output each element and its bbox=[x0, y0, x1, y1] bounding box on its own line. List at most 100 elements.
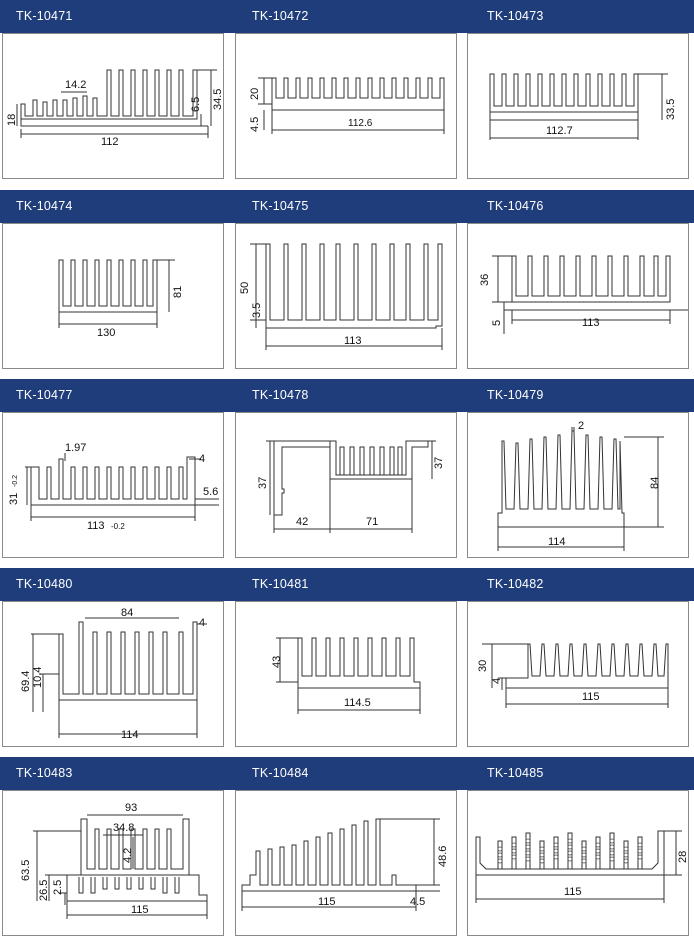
dimension-label: 115 bbox=[318, 896, 336, 908]
profile-card-10478: 37 37 42 71 bbox=[235, 412, 457, 558]
dimension-label: 34.8 bbox=[113, 822, 134, 834]
dimension-label: 113 bbox=[344, 335, 362, 347]
profile-card-10485: 28 115 bbox=[467, 790, 689, 936]
dimension-label: 18 bbox=[6, 114, 18, 126]
heatsink-profile-drawing: 2 84 114 bbox=[497, 420, 664, 551]
heatsink-profile-drawing: 43 114.5 bbox=[271, 637, 421, 714]
heatsink-profile-drawing: 28 115 bbox=[475, 830, 689, 903]
heatsink-profile-drawing: 93 34.8 4.2 63.5 26.5 2.5 115 bbox=[20, 802, 208, 919]
dimension-label: 37 bbox=[257, 477, 269, 489]
header-band-row-2: TK-10474 TK-10475 TK-10476 bbox=[0, 190, 694, 223]
header-band-row-5: TK-10483 TK-10484 TK-10485 bbox=[0, 757, 694, 790]
dimension-label: 112.7 bbox=[546, 125, 573, 137]
dimension-label: 113 bbox=[87, 520, 105, 532]
profile-card-10480: 84 4 69.4 10.4 114 bbox=[2, 601, 224, 747]
heatsink-profile-drawing: 50 3.5 113 bbox=[239, 243, 443, 350]
product-code: TK-10482 bbox=[487, 577, 544, 591]
profile-card-10472: 20 4.5 112.6 bbox=[235, 33, 457, 179]
profile-card-10473: 33.5 112.7 bbox=[467, 33, 689, 179]
product-code: TK-10476 bbox=[487, 199, 544, 213]
dimension-label: 33.5 bbox=[665, 99, 677, 120]
profile-card-10475: 50 3.5 113 bbox=[235, 223, 457, 369]
heatsink-profile-drawing: 20 4.5 112.6 bbox=[249, 77, 445, 134]
dimension-label: 4 bbox=[491, 678, 503, 684]
heatsink-profile-drawing: 48.6 115 4.5 bbox=[241, 818, 449, 911]
product-code: TK-10475 bbox=[252, 199, 309, 213]
dimension-label: 71 bbox=[366, 516, 378, 528]
dimension-label: 84 bbox=[121, 607, 133, 619]
dimension-label: 115 bbox=[131, 904, 149, 916]
dimension-label: 4.5 bbox=[249, 117, 261, 132]
dimension-label: 114 bbox=[121, 729, 139, 741]
dimension-label: 114 bbox=[548, 536, 566, 548]
dimension-label: 112 bbox=[101, 136, 119, 148]
dimension-label: 130 bbox=[97, 327, 115, 339]
profile-card-10481: 43 114.5 bbox=[235, 601, 457, 747]
dimension-label: 5 bbox=[491, 320, 503, 326]
product-code: TK-10485 bbox=[487, 766, 544, 780]
product-code: TK-10478 bbox=[252, 388, 309, 402]
product-code: TK-10473 bbox=[487, 9, 544, 23]
dimension-label: 50 bbox=[239, 282, 251, 294]
dimension-label: 1.97 bbox=[65, 442, 86, 454]
dimension-label: 28 bbox=[677, 851, 689, 863]
product-code: TK-10477 bbox=[16, 388, 73, 402]
dimension-label: 69.4 bbox=[20, 671, 32, 692]
profile-card-10476: 36 5 113 bbox=[467, 223, 689, 369]
dimension-label: 5.6 bbox=[203, 486, 218, 498]
profile-card-10482: 30 4 115 bbox=[467, 601, 689, 747]
dimension-label: 2.5 bbox=[52, 880, 64, 895]
dimension-tolerance: -0.2 bbox=[111, 522, 125, 531]
heatsink-profile-drawing: 36 5 113 bbox=[479, 255, 688, 334]
dimension-label: 36 bbox=[479, 274, 491, 286]
dimension-label: 37 bbox=[433, 457, 445, 469]
heatsink-profile-drawing: 33.5 112.7 bbox=[489, 73, 677, 140]
dimension-label: 114.5 bbox=[344, 697, 371, 709]
heatsink-profile-drawing: 1.97 4 31 -0.2 5.6 113 -0.2 bbox=[8, 442, 219, 532]
header-band-row-4: TK-10480 TK-10481 TK-10482 bbox=[0, 568, 694, 601]
dimension-label: 26.5 bbox=[38, 880, 50, 901]
heatsink-profile-drawing: 37 37 42 71 bbox=[257, 440, 445, 533]
dimension-label: 115 bbox=[582, 691, 600, 703]
heatsink-profile-drawing: 81 130 bbox=[58, 259, 184, 339]
header-band-row-3: TK-10477 TK-10478 TK-10479 bbox=[0, 379, 694, 412]
product-code: TK-10479 bbox=[487, 388, 544, 402]
product-code: TK-10480 bbox=[16, 577, 73, 591]
dimension-label: 4.2 bbox=[122, 848, 134, 863]
dimension-label: 115 bbox=[564, 886, 582, 898]
dimension-label: 4 bbox=[199, 453, 205, 465]
product-code: TK-10484 bbox=[252, 766, 309, 780]
profile-card-10479: 2 84 114 bbox=[467, 412, 689, 558]
dimension-tolerance: -0.2 bbox=[12, 475, 19, 487]
dimension-label: 112.6 bbox=[348, 118, 373, 129]
dimension-label: 30 bbox=[477, 660, 489, 672]
dimension-label: 10.4 bbox=[32, 667, 44, 688]
product-code: TK-10474 bbox=[16, 199, 73, 213]
dimension-label: 63.5 bbox=[20, 860, 32, 881]
dimension-label: 43 bbox=[271, 656, 283, 668]
dimension-label: 48.6 bbox=[437, 846, 449, 867]
dimension-label: 93 bbox=[125, 802, 137, 814]
profile-card-10483: 93 34.8 4.2 63.5 26.5 2.5 115 bbox=[2, 790, 224, 936]
profile-card-10484: 48.6 115 4.5 bbox=[235, 790, 457, 936]
dimension-label: 84 bbox=[649, 477, 661, 489]
profile-card-10471: 14.2 18 6.5 34.5 112 bbox=[2, 33, 224, 179]
dimension-label: 14.2 bbox=[65, 79, 86, 91]
dimension-label: 6.5 bbox=[190, 97, 202, 112]
dimension-label: 4 bbox=[199, 617, 205, 629]
dimension-label: 4.5 bbox=[410, 896, 425, 908]
dimension-label: 2 bbox=[578, 420, 584, 432]
dimension-label: 81 bbox=[172, 286, 184, 298]
header-band-row-1: TK-10471 TK-10472 TK-10473 bbox=[0, 0, 694, 33]
dimension-label: 20 bbox=[249, 88, 261, 100]
dimension-label: 34.5 bbox=[212, 89, 224, 110]
heatsink-profile-drawing: 30 4 115 bbox=[477, 643, 669, 708]
product-code: TK-10472 bbox=[252, 9, 309, 23]
product-code: TK-10481 bbox=[252, 577, 309, 591]
profile-card-10474: 81 130 bbox=[2, 223, 224, 369]
heatsink-profile-drawing: 84 4 69.4 10.4 114 bbox=[20, 607, 207, 741]
product-code: TK-10483 bbox=[16, 766, 73, 780]
product-code: TK-10471 bbox=[16, 9, 73, 23]
dimension-label: 3.5 bbox=[251, 303, 263, 318]
dimension-label: 31 bbox=[8, 493, 20, 505]
